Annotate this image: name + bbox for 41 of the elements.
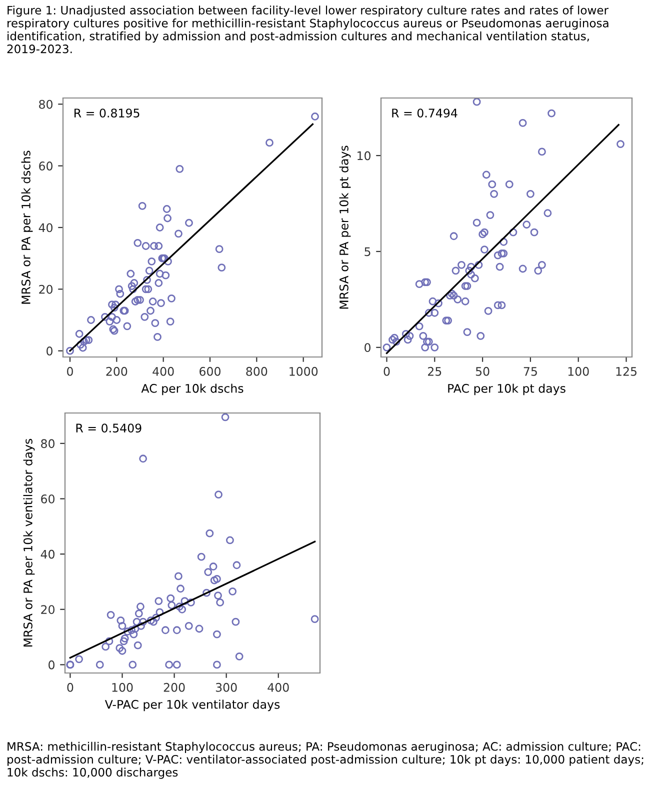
x-tick-label: 300 — [216, 682, 237, 692]
y-tick-label: 40 — [38, 223, 52, 232]
x-axis-title: V-PAC per 10k ventilator days — [104, 700, 280, 712]
y-tick-label: 20 — [39, 284, 52, 294]
y-tick-label: 40 — [40, 550, 54, 559]
y-tick-label: 60 — [39, 162, 52, 170]
x-tick-label: 600 — [200, 366, 220, 376]
y-tick-label: 0 — [46, 346, 52, 356]
y-tick-label: 0 — [48, 660, 54, 670]
x-tick-label: 200 — [106, 366, 128, 376]
x-tick-label: 800 — [246, 366, 268, 376]
annotation: R = 0.5409 — [76, 424, 142, 433]
x-tick-label: 0 — [384, 366, 390, 376]
y-axis-title: MRSA or PA per 10k dschs — [21, 150, 33, 304]
x-tick-label: 0 — [67, 366, 73, 376]
y-tick-label: 10 — [358, 151, 370, 160]
x-tick-label: 100 — [568, 366, 589, 376]
y-tick-label: 80 — [39, 100, 52, 109]
x-tick-label: 1000 — [290, 366, 318, 376]
x-tick-label: 0 — [67, 682, 74, 692]
x-tick-label: 75 — [524, 367, 537, 376]
y-axis-title: MRSA or PA per 10k pt days — [339, 146, 351, 309]
x-tick-label: 25 — [428, 366, 442, 376]
x-tick-label: 125 — [616, 366, 636, 376]
x-tick-label: 200 — [164, 682, 185, 692]
text: MRSA: methicillin-resistant Staphylococcus aureus; PA: Pseudomonas aeruginosa; AC: admission culture; PAC: post-admission culture; V-PAC: ventilator-associated post-admission culture; 10k pt days: 10,000 patient days; 10k dschs: 10,000 discharges — [8, 742, 644, 779]
x-tick-label: 400 — [152, 366, 174, 376]
x-axis-title: AC per 10k dschs — [141, 384, 244, 396]
x-tick-label: 100 — [112, 682, 133, 692]
x-tick-label: 400 — [268, 682, 289, 692]
y-tick-label: 0 — [364, 343, 370, 352]
y-tick-label: 5 — [364, 247, 370, 256]
y-tick-label: 20 — [41, 605, 54, 614]
x-tick-label: 50 — [476, 366, 490, 376]
y-tick-label: 60 — [41, 494, 54, 504]
annotation: R = 0.8195 — [74, 108, 140, 118]
annotation: R = 0.7494 — [392, 108, 458, 118]
y-axis-title: MRSA or PA per 10k ventilator days — [23, 438, 35, 647]
chart-title: Figure 1: Unadjusted association between facility-level lower respiratory culture rates and rates of lower respiratory cultures positive for methicillin-resistant Staphylococcus aureus or Pseudomonas aeruginosa identification, stratified by admission and post-admission cultures and mechanical ventilation status, 2019-2023. — [7, 6, 609, 54]
y-tick-label: 80 — [41, 439, 54, 448]
x-axis-title: PAC per 10k pt days — [448, 384, 566, 396]
